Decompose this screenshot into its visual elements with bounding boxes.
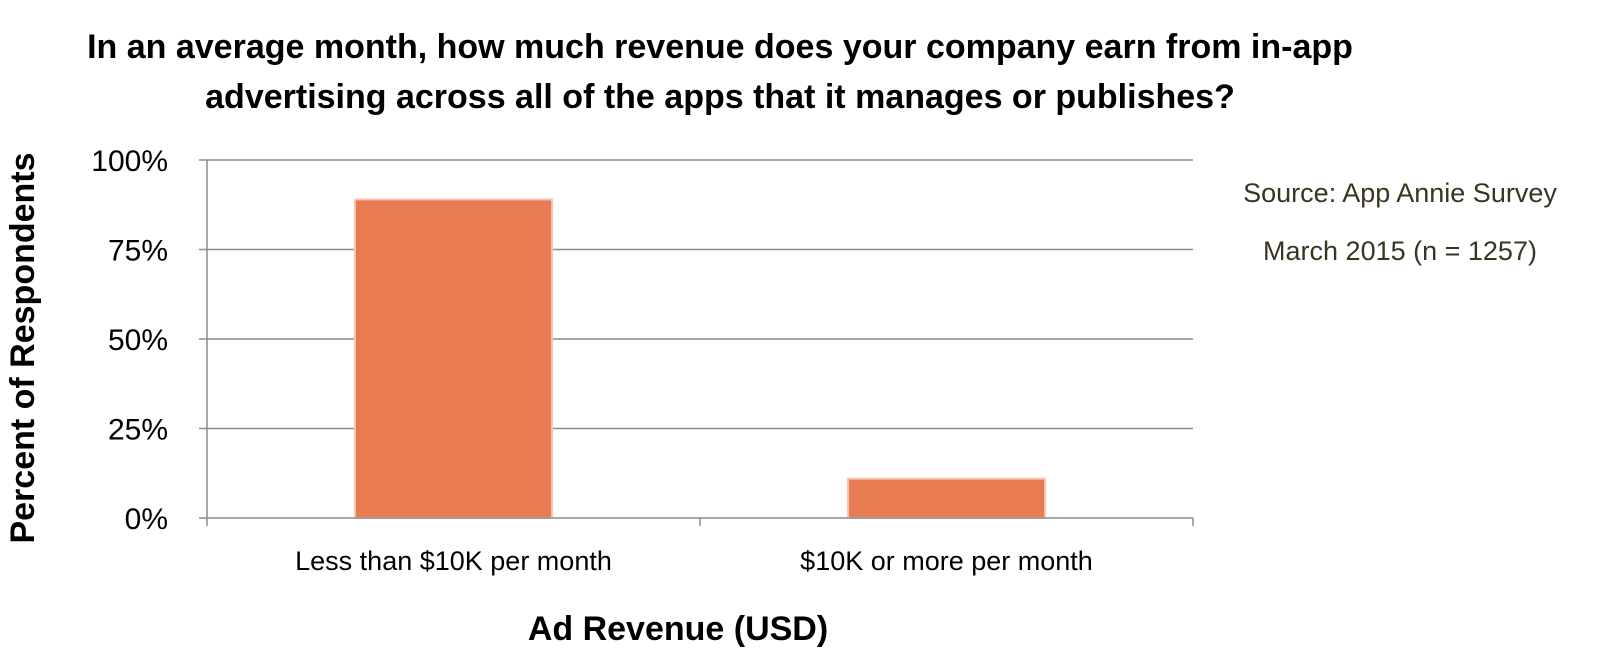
y-tick-label: 75% [108,235,168,268]
chart-title-line-2: advertising across all of the apps that … [205,78,1235,116]
x-axis-title: Ad Revenue (USD) [528,610,828,648]
bars [353,198,1047,519]
bar-2 [846,477,1047,519]
chart-title: In an average month, how much revenue do… [0,22,1440,122]
tick-labels: 0% 25% 50% 75% 100% Less than $10K per month $… [91,145,1093,576]
x-category-label: Less than $10K per month [295,546,612,576]
x-category-label: $10K or more per month [800,546,1093,576]
y-axis-title: Percent of Respondents [4,152,42,543]
axes [199,159,1194,526]
source-note-line-2: March 2015 (n = 1257) [1263,236,1537,266]
y-tick-label: 25% [108,414,168,447]
y-tick-label: 100% [91,145,168,178]
y-tick-label: 50% [108,324,168,357]
bar-1 [353,198,554,519]
chart-title-line-1: In an average month, how much revenue do… [87,28,1353,66]
y-tick-label: 0% [125,503,168,536]
source-note-line-1: Source: App Annie Survey [1243,178,1557,208]
